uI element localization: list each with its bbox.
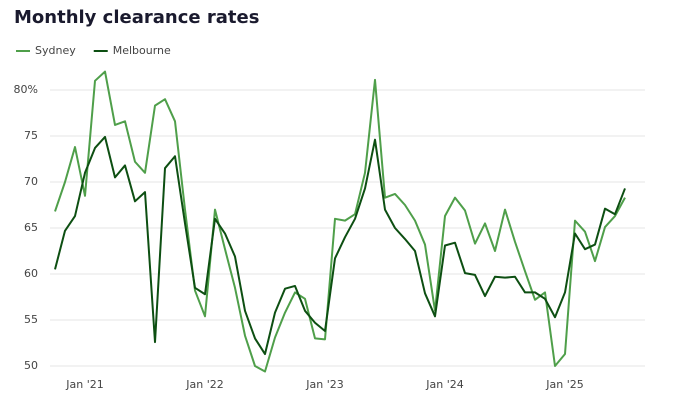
- y-tick-label: 80%: [14, 83, 38, 96]
- x-tick-label: Jan '24: [425, 378, 463, 391]
- x-tick-label: Jan '22: [185, 378, 223, 391]
- legend-label: Sydney: [35, 44, 76, 57]
- y-tick-label: 75: [24, 129, 38, 142]
- y-tick-label: 60: [24, 267, 38, 280]
- y-tick-label: 50: [24, 359, 38, 372]
- x-tick-label: Jan '21: [65, 378, 103, 391]
- series-line: [54, 70, 626, 373]
- y-tick-label: 65: [24, 221, 38, 234]
- y-tick-label: 55: [24, 313, 38, 326]
- series-line: [54, 135, 626, 356]
- chart-title: Monthly clearance rates: [14, 7, 259, 28]
- legend-label: Melbourne: [113, 44, 171, 57]
- y-tick-label: 70: [24, 175, 38, 188]
- x-tick-label: Jan '23: [305, 378, 343, 391]
- x-tick-label: Jan '25: [545, 378, 583, 391]
